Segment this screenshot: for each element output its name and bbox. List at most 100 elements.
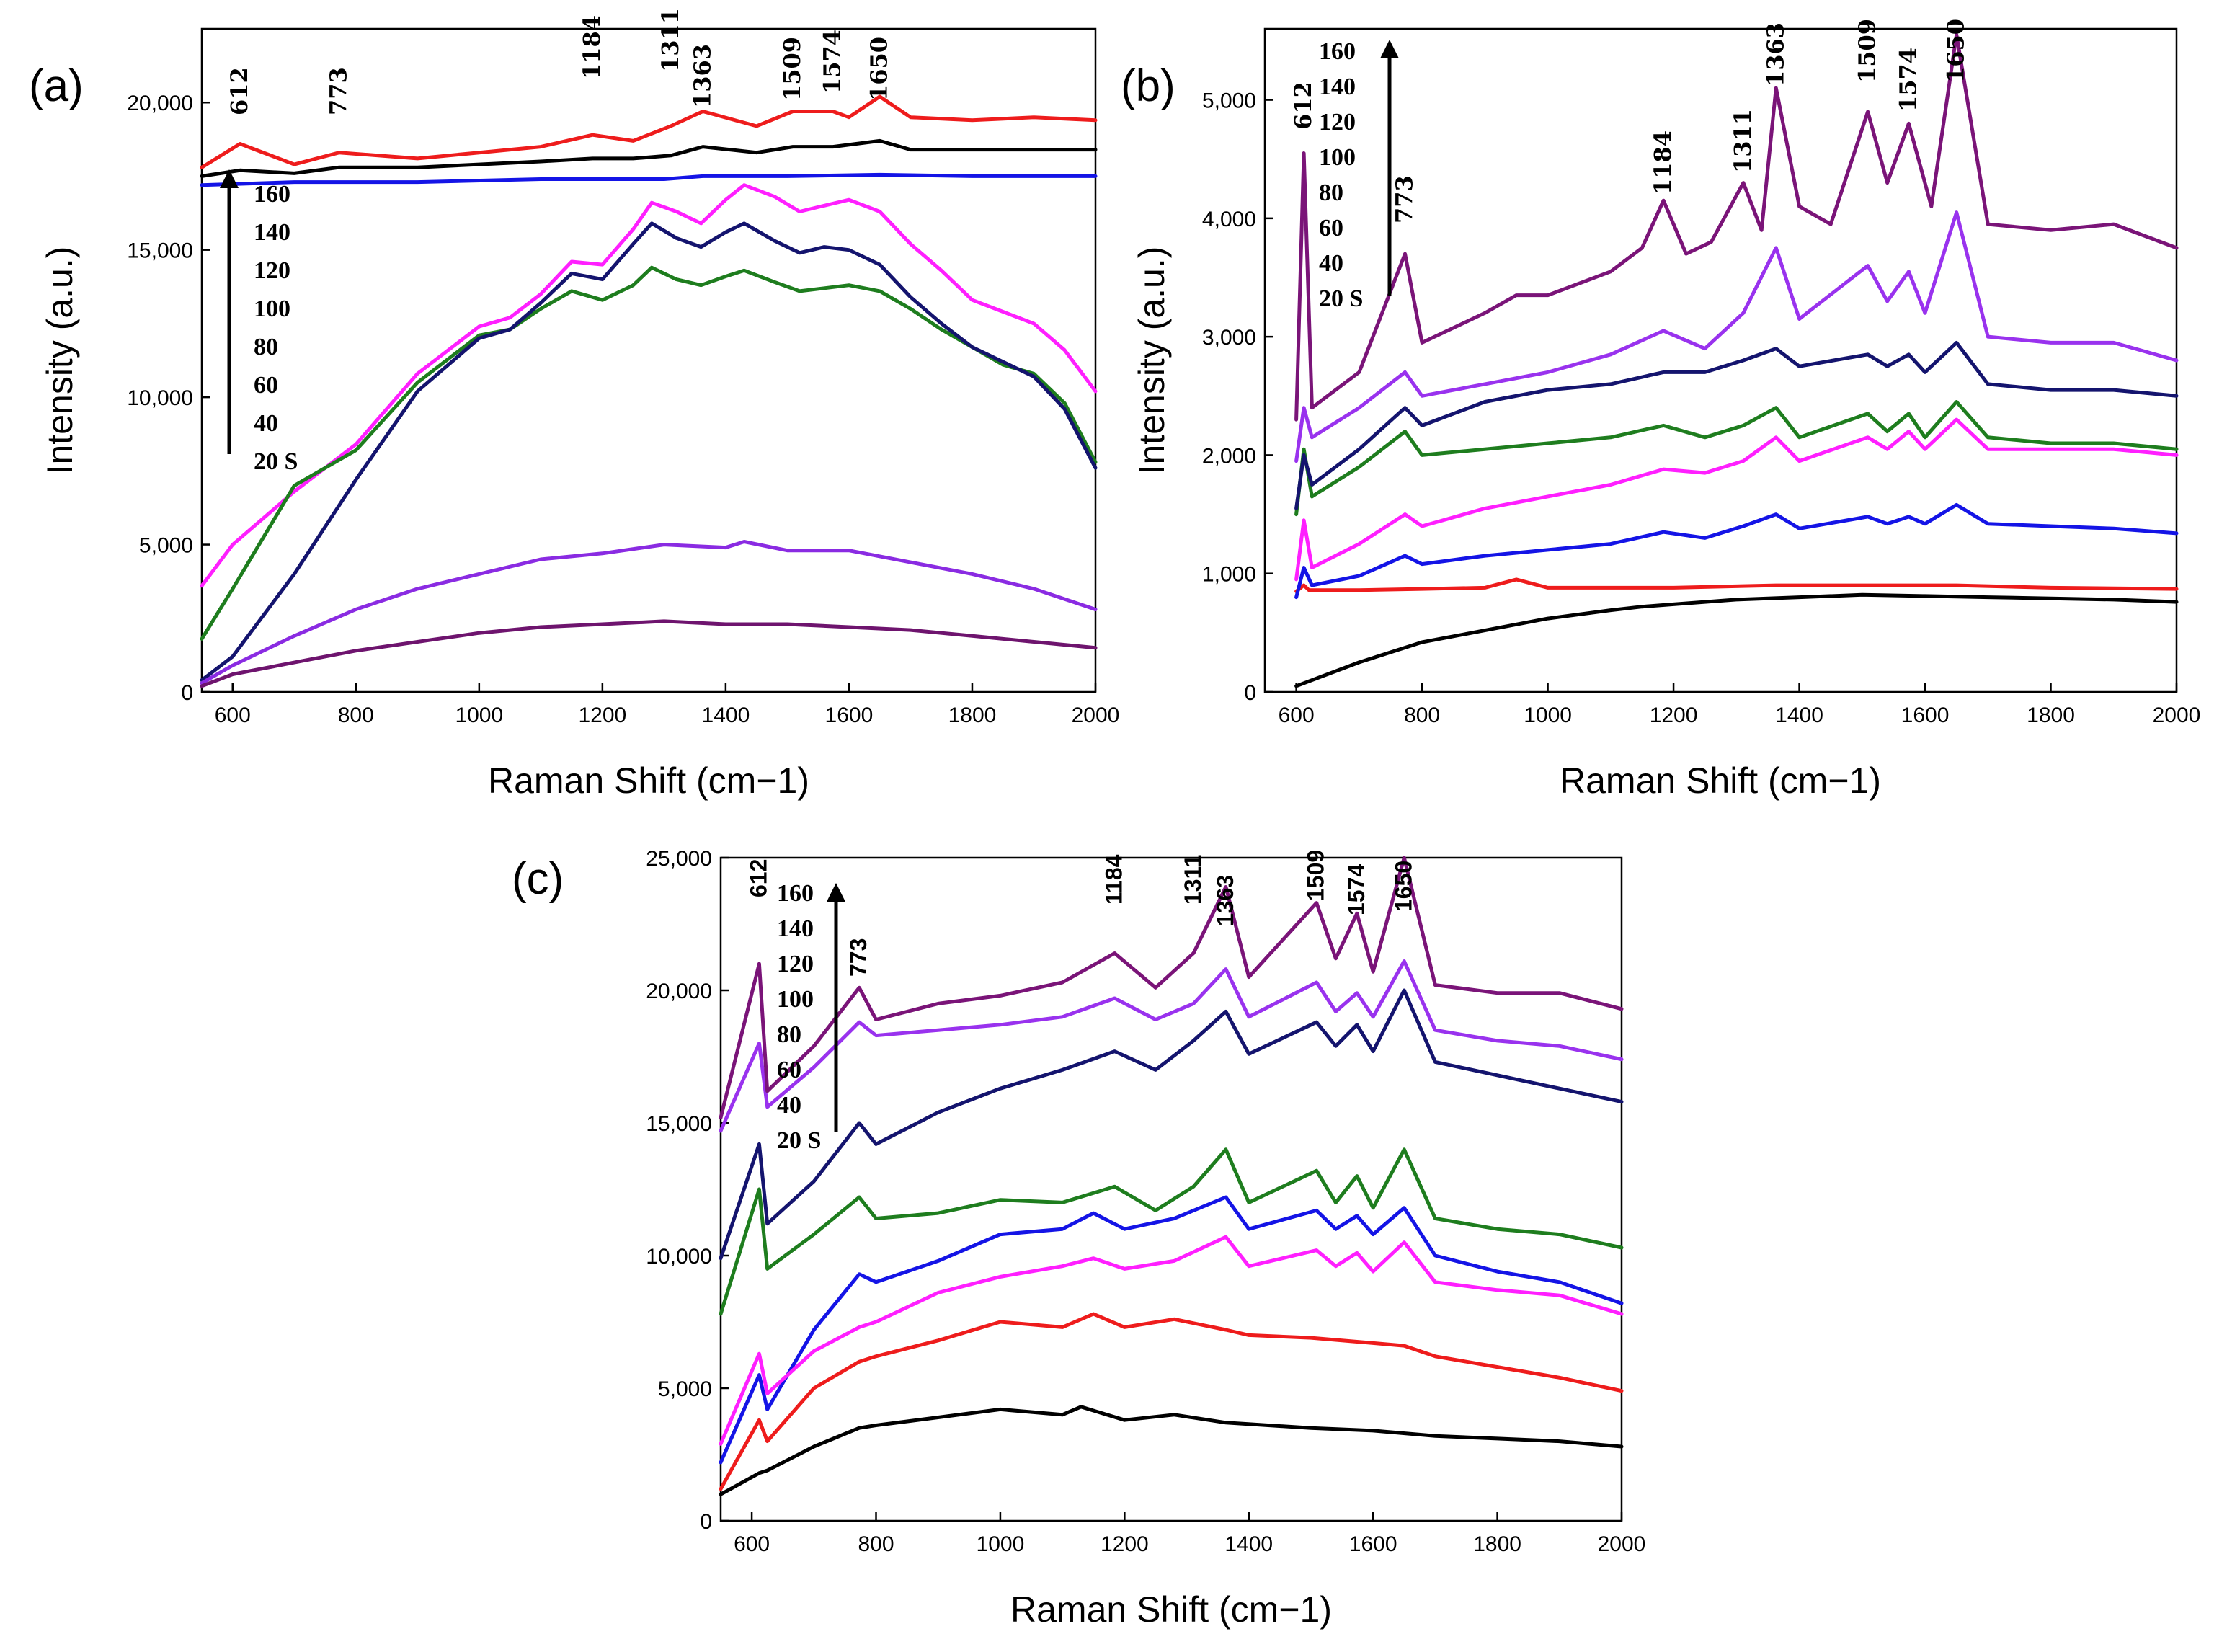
peak-label: 1363: [1212, 875, 1238, 926]
series-line-140s: [200, 540, 1098, 685]
time-label: 20 S: [777, 1127, 821, 1154]
series-line-140s: [1294, 210, 2179, 463]
time-label: 80: [254, 334, 278, 360]
y-tick-label: 25,000: [646, 847, 712, 871]
peak-label: 1311: [1180, 855, 1206, 905]
time-label: 120: [254, 257, 290, 284]
peak-label: 1574: [1894, 48, 1921, 112]
series-line-40s: [200, 138, 1098, 178]
time-label: 120: [777, 951, 814, 977]
x-tick-label: 600: [1279, 703, 1315, 727]
peak-label: 612: [226, 67, 253, 115]
series-line-20s: [1294, 592, 2179, 688]
time-label: 40: [254, 410, 278, 437]
time-label: 120: [1319, 109, 1356, 136]
x-tick-label: 1600: [1349, 1532, 1397, 1556]
peak-label: 1363: [1761, 22, 1789, 86]
x-tick-label: 1800: [1473, 1532, 1521, 1556]
panel-c-peak-labels: 612 773 1184 1311 1363 1509 1574 1650: [745, 850, 1416, 977]
peak-label: 773: [325, 67, 352, 115]
panel-b-label: (b): [1121, 61, 1175, 111]
y-tick-label: 5,000: [658, 1377, 712, 1401]
time-label: 100: [1319, 144, 1356, 171]
peak-label: 612: [745, 859, 771, 897]
panel-b-series: [1294, 32, 2179, 688]
y-tick-label: 10,000: [127, 386, 193, 410]
series-line-160s: [200, 619, 1098, 688]
x-tick-label: 600: [734, 1532, 770, 1556]
time-label: 60: [777, 1057, 801, 1083]
y-tick-label: 5,000: [139, 534, 193, 558]
time-label: 80: [1319, 179, 1343, 206]
y-tick-label: 0: [1244, 681, 1256, 705]
x-tick-label: 800: [1404, 703, 1440, 727]
series-line-60s: [200, 172, 1098, 187]
y-tick-label: 1,000: [1202, 563, 1256, 587]
time-arrow-head: [827, 883, 845, 902]
series-line-120s: [719, 988, 1624, 1261]
x-tick-label: 1600: [1901, 703, 1950, 727]
x-tick-label: 1200: [578, 703, 626, 727]
series-line-100s: [200, 265, 1098, 641]
series-line-120s: [1294, 340, 2179, 510]
x-tick-label: 1400: [1224, 1532, 1273, 1556]
peak-label: 1311: [1729, 109, 1756, 173]
x-tick-label: 2000: [1598, 1532, 1646, 1556]
time-label: 160: [1319, 38, 1356, 65]
panel-c-plot-frame: [719, 856, 1623, 1522]
panel-a-x-axis-title: Raman Shift (cm−1): [488, 760, 809, 801]
y-tick-label: 10,000: [646, 1245, 712, 1269]
x-tick-label: 800: [338, 703, 374, 727]
panel-c: (c) 600 800 1000 1200 1400 1600 1800 2000 0 5,000…: [512, 847, 1645, 1630]
x-tick-label: 1400: [1775, 703, 1823, 727]
series-line-40s: [719, 1312, 1624, 1491]
time-label: 160: [777, 880, 814, 907]
x-tick-label: 1000: [977, 1532, 1025, 1556]
series-line-120s: [200, 221, 1098, 683]
y-tick-label: 2,000: [1202, 444, 1256, 468]
time-label: 100: [777, 986, 814, 1013]
time-label: 40: [1319, 250, 1343, 277]
time-label: 60: [1319, 215, 1343, 241]
panel-b-x-axis-title: Raman Shift (cm−1): [1560, 760, 1881, 801]
series-line-80s: [200, 183, 1098, 588]
peak-label: 1509: [778, 37, 806, 101]
panel-b-plot-frame: [1263, 27, 2178, 693]
peak-label: 1184: [1649, 130, 1676, 195]
peak-label: 1650: [866, 37, 893, 101]
time-label: 140: [777, 915, 814, 942]
x-tick-label: 800: [858, 1532, 894, 1556]
series-line-20s: [719, 1405, 1624, 1496]
panel-c-x-axis-title: Raman Shift (cm−1): [1010, 1589, 1332, 1630]
series-line-60s: [719, 1195, 1624, 1465]
panel-a-label: (a): [29, 61, 84, 111]
peak-label: 1363: [688, 44, 716, 108]
y-tick-label: 0: [181, 681, 193, 705]
time-label: 80: [777, 1021, 801, 1048]
time-label: 140: [254, 219, 290, 246]
y-tick-label: 5,000: [1202, 89, 1256, 113]
x-tick-label: 1000: [1524, 703, 1572, 727]
x-tick-label: 1800: [948, 703, 997, 727]
time-label: 60: [254, 372, 278, 399]
x-tick-label: 2000: [2153, 703, 2201, 727]
peak-label: 1509: [1303, 850, 1329, 901]
panel-a-time-legend: 160 140 120 100 80 60 40 20 S: [220, 169, 298, 475]
panel-a-y-axis-title: Intensity (a.u.): [40, 247, 80, 475]
y-tick-label: 15,000: [646, 1112, 712, 1136]
panel-a: (a) 600 800 1000 1200 1400 1600 1800 2000 0 5,000…: [29, 8, 1119, 801]
series-line-40s: [1294, 577, 2179, 593]
peak-label: 1184: [1101, 854, 1127, 905]
panel-a-plot-frame: [200, 27, 1097, 693]
time-arrow-head: [1380, 40, 1399, 58]
peak-label: 773: [1391, 175, 1418, 223]
series-line-100s: [1294, 400, 2179, 517]
time-label: 40: [777, 1092, 801, 1119]
time-label: 100: [254, 296, 290, 322]
panel-b-ticks: 600 800 1000 1200 1400 1600 1800 2000 0 1,000 2,00…: [1202, 89, 2200, 727]
x-tick-label: 2000: [1072, 703, 1120, 727]
panel-b-time-legend: 160 140 120 100 80 60 40 20 S: [1319, 38, 1399, 312]
y-tick-label: 0: [700, 1510, 712, 1534]
panel-b: (b) 600 800 1000 1200 1400 1600 1800 2000 0 1,000…: [1121, 19, 2200, 801]
